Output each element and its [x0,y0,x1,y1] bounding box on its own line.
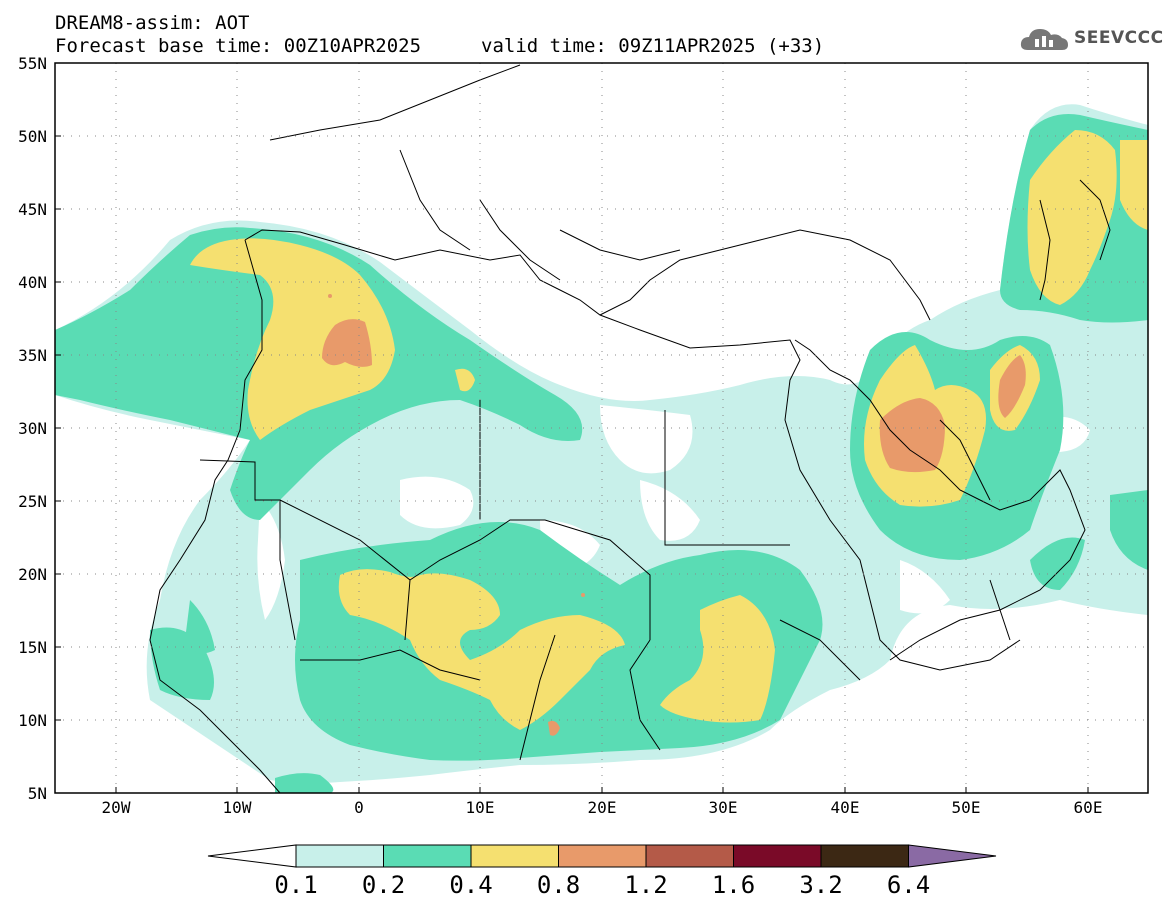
colorbar-bin [733,844,822,868]
lon-label: 60E [1074,798,1103,817]
lat-label: 55N [18,54,47,73]
lon-labels: 20W 10W 0 10E 20E 30E 40E 50E 60E [102,798,1103,817]
colorbar-low-arrow [207,844,297,868]
lon-label: 20W [102,798,131,817]
colorbar-label: 6.4 [887,871,930,899]
colorbar-bin [558,844,647,868]
axis-ticks [55,62,1089,793]
lat-label: 20N [18,565,47,584]
lat-label: 10N [18,711,47,730]
colorbar-label: 0.8 [537,871,580,899]
colorbar-label: 0.2 [362,871,405,899]
cloud-icon [1020,29,1068,50]
lon-label: 10E [466,798,495,817]
lat-label: 5N [28,784,47,803]
grid-lines [55,63,1148,793]
colorbar-label: 3.2 [799,871,842,899]
valid-time: valid time: 09Z11APR2025 (+33) [481,35,825,57]
lat-labels: 55N 50N 45N 40N 35N 30N 25N 20N 15N 10N … [18,54,47,803]
lat-label: 40N [18,273,47,292]
lon-label: 20E [588,798,617,817]
lat-label: 50N [18,127,47,146]
colorbar-label: 0.1 [274,871,317,899]
aot-clear-areas [257,405,1090,620]
lat-label: 35N [18,346,47,365]
base-time: Forecast base time: 00Z10APR2025 [55,35,422,57]
colorbar-label: 1.2 [624,871,667,899]
colorbar-bin [383,844,472,868]
lat-label: 25N [18,492,47,511]
colorbar-bin [470,844,559,868]
lon-label: 30E [709,798,738,817]
lat-label: 30N [18,419,47,438]
lon-label: 40E [831,798,860,817]
lon-label: 50E [952,798,981,817]
aot-field [55,63,1148,793]
colorbar [207,844,997,868]
model-title: DREAM8-assim: AOT [55,12,250,34]
coastlines-borders [149,64,1111,793]
lat-label: 45N [18,200,47,219]
lon-label: 10W [223,798,252,817]
colorbar-bin [295,844,384,868]
colorbar-label: 1.6 [712,871,755,899]
colorbar-bin [645,844,734,868]
lon-label: 0 [354,798,364,817]
seevccc-logo: SEEVCCC [1018,22,1163,58]
colorbar-high-arrow [908,844,997,868]
colorbar-labels: 0.1 0.2 0.4 0.8 1.2 1.6 3.2 6.4 [274,871,930,899]
logo-text: SEEVCCC [1074,28,1164,48]
colorbar-label: 0.4 [449,871,492,899]
colorbar-bin [820,844,909,868]
lat-label: 15N [18,638,47,657]
